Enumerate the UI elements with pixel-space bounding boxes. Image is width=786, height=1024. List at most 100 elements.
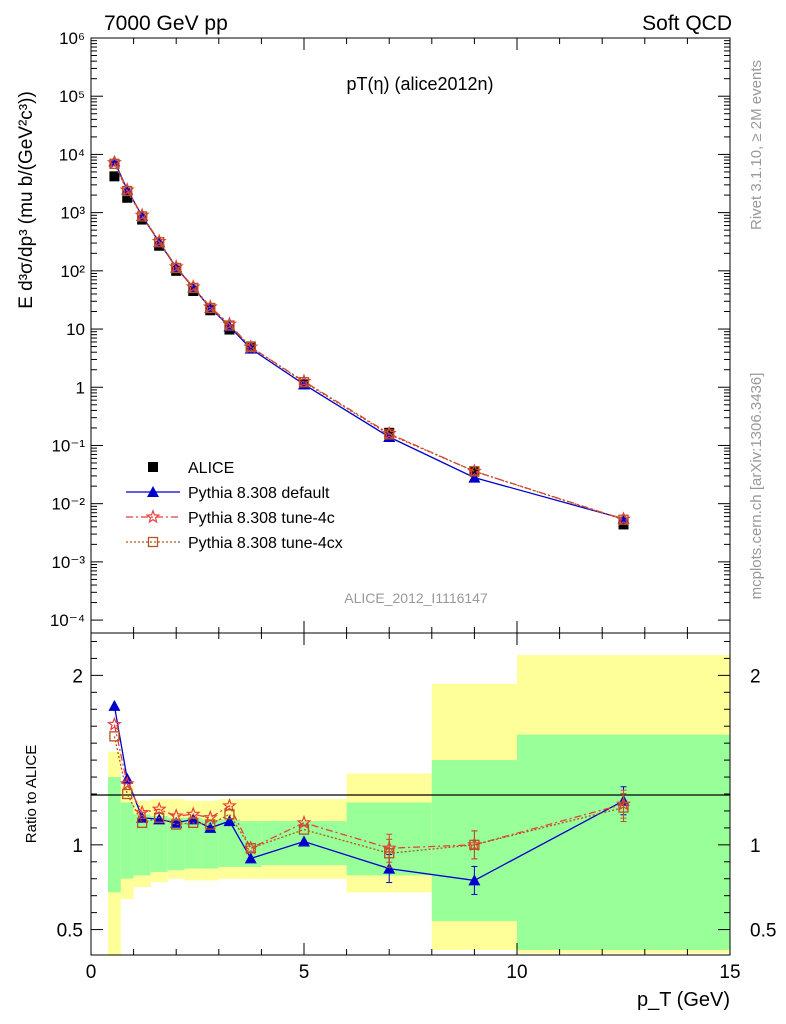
ratio-point xyxy=(185,806,201,821)
ratio-series-pythia-8-308-tune-4cx xyxy=(109,731,629,868)
series-line xyxy=(113,163,624,521)
main-series-pythia-8-308-tune-4c xyxy=(106,154,632,526)
watermark: ALICE_2012_I1116147 xyxy=(344,590,488,606)
data-point xyxy=(298,377,310,388)
data-point xyxy=(224,320,235,331)
main-ytick-label: 10⁻² xyxy=(51,495,85,514)
ratio-ytick-label-left: 1 xyxy=(72,836,83,857)
ratio-point xyxy=(221,798,237,813)
main-title: pT(η) (alice2012n) xyxy=(346,74,493,94)
legend-label: Pythia 8.308 default xyxy=(188,485,330,502)
legend: ALICE Pythia 8.308 default Pythia 8.308 tu… xyxy=(126,460,343,552)
ratio-point xyxy=(224,809,235,820)
ratio-point xyxy=(170,816,183,828)
main-ytick-label: 10⁵ xyxy=(59,87,85,106)
ratio-axis-ticks: 0.5 0.5 1 1 2 2 0 5 10 15 xyxy=(57,633,776,983)
data-point xyxy=(109,171,120,182)
main-ytick-label: 10⁻³ xyxy=(51,553,85,572)
ratio-ytick-label-right: 0.5 xyxy=(750,921,776,942)
data-point xyxy=(245,341,256,353)
legend-marker xyxy=(147,486,159,497)
ratio-point xyxy=(245,843,256,854)
main-ytick-label: 10⁶ xyxy=(59,29,85,48)
legend-label: ALICE xyxy=(188,460,234,477)
data-point xyxy=(109,158,120,169)
ratio-point xyxy=(204,821,217,833)
ratio-point xyxy=(298,824,310,835)
header-right: Soft QCD xyxy=(642,12,732,35)
data-point xyxy=(171,262,182,274)
rivet-label: Rivet 3.1.10, ≥ 2M events xyxy=(748,60,765,230)
ratio-point xyxy=(383,862,396,874)
stat-uncertainty-band xyxy=(133,814,151,876)
ratio-xtick-label: 0 xyxy=(86,962,97,983)
ratio-point xyxy=(205,819,216,830)
legend-label: Pythia 8.308 tune-4cx xyxy=(188,535,343,552)
ratio-point xyxy=(188,817,199,828)
ratio-point xyxy=(136,817,148,828)
ratio-point xyxy=(106,716,122,731)
ratio-point xyxy=(154,812,165,823)
ratio-point xyxy=(468,874,481,886)
ratio-xtick-label: 5 xyxy=(299,962,310,983)
ratio-point xyxy=(384,848,395,859)
stat-uncertainty-band xyxy=(120,802,134,879)
mcplots-label: mcplots.cern.ch [arXiv:1306.3436] xyxy=(748,373,765,600)
ratio-ytick-label-right: 1 xyxy=(750,836,761,857)
data-point xyxy=(468,471,481,483)
series-line xyxy=(113,162,624,520)
legend-marker xyxy=(145,509,161,524)
ratio-xtick-label: 10 xyxy=(506,962,527,983)
ratio-point xyxy=(134,804,150,820)
ratio-point xyxy=(469,839,480,850)
ratio-point xyxy=(109,731,120,742)
ratio-point xyxy=(168,808,184,823)
header-left: 7000 GeV pp xyxy=(104,12,228,35)
data-point xyxy=(469,466,480,477)
main-series-pythia-8-308-default xyxy=(108,155,630,524)
stat-uncertainty-band xyxy=(184,817,202,869)
ratio-point xyxy=(122,788,133,800)
main-ytick-label: 1 xyxy=(76,378,85,397)
ratio-point xyxy=(119,775,135,791)
ratio-point xyxy=(171,819,182,830)
main-series-pythia-8-308-tune-4cx xyxy=(109,158,629,525)
ratio-xtick-label: 15 xyxy=(719,962,740,983)
main-axis-ticks: 10⁻⁴ 10⁻³ 10⁻² 10⁻¹ 1 10 10² 10³ 10⁴ 10⁵ 10⁶ xyxy=(50,29,731,633)
ratio-ytick-label-left: 2 xyxy=(72,666,83,687)
legend-marker xyxy=(147,536,159,548)
data-point xyxy=(384,429,395,440)
main-ytick-label: 10² xyxy=(60,262,85,281)
data-point xyxy=(122,192,133,203)
stat-uncertainty-band xyxy=(150,816,168,872)
data-point xyxy=(618,514,629,525)
stat-uncertainty-band xyxy=(517,734,730,950)
stat-uncertainty-band xyxy=(108,777,121,893)
data-point xyxy=(188,282,199,294)
ratio-point xyxy=(108,699,121,711)
legend-label: Pythia 8.308 tune-4c xyxy=(188,510,335,527)
data-point xyxy=(122,185,133,197)
ratio-point xyxy=(618,802,629,813)
main-ytick-label: 10⁴ xyxy=(59,145,85,164)
data-point xyxy=(136,211,148,222)
main-frame xyxy=(90,37,731,634)
main-ytick-label: 10⁻¹ xyxy=(51,436,85,455)
main-ytick-label: 10³ xyxy=(60,204,85,223)
data-point xyxy=(205,302,216,314)
ratio-ylabel: Ratio to ALICE xyxy=(23,745,40,843)
ratio-point xyxy=(223,815,236,827)
ratio-point xyxy=(136,811,149,823)
ratio-point xyxy=(151,801,167,816)
main-ytick-label: 10⁻⁴ xyxy=(50,611,85,630)
ratio-point xyxy=(298,835,310,847)
stat-uncertainty-band xyxy=(167,817,185,871)
legend-marker xyxy=(148,462,158,472)
main-ylabel: E d³σ/dp³ (mu b/(GeV²c³)) xyxy=(16,91,37,309)
ratio-ytick-label-left: 0.5 xyxy=(57,921,83,942)
ratio-ytick-label-right: 2 xyxy=(750,666,761,687)
ratio-point xyxy=(244,852,257,864)
ratio-xlabel: p_T (GeV) xyxy=(637,989,730,1011)
data-point xyxy=(154,237,165,248)
